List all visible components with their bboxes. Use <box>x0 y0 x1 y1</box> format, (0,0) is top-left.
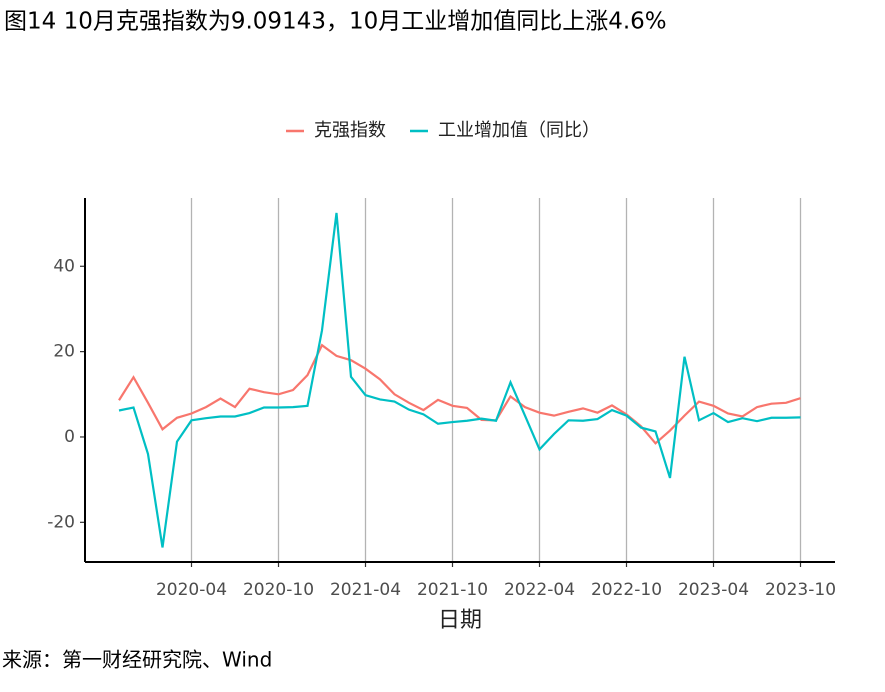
x-tick-label: 2022-04 <box>504 580 575 600</box>
legend-label: 克强指数 <box>314 120 386 141</box>
x-tick-label: 2023-10 <box>765 580 836 600</box>
y-tick-label: 20 <box>53 342 75 362</box>
x-tick-label: 2020-04 <box>156 580 227 600</box>
y-tick-label: -20 <box>47 512 75 532</box>
legend: 克强指数 工业增加值（同比） <box>286 120 600 141</box>
y-tick-label: 40 <box>53 256 75 276</box>
series-line <box>118 343 801 445</box>
x-tick-label: 2023-04 <box>678 580 749 600</box>
x-tick-label: 2021-04 <box>330 580 401 600</box>
y-tick-label: 0 <box>64 427 75 447</box>
series-line <box>118 212 801 548</box>
chart-title: 图14 10月克强指数为9.09143，10月工业增加值同比上涨4.6% <box>4 9 667 35</box>
x-tick-label: 2022-10 <box>591 580 662 600</box>
source: 来源：第一财经研究院、Wind <box>2 648 272 672</box>
x-axis-label: 日期 <box>438 608 482 633</box>
x-tick-label: 2020-10 <box>243 580 314 600</box>
legend-label: 工业增加值（同比） <box>438 120 600 141</box>
x-tick-label: 2021-10 <box>417 580 488 600</box>
